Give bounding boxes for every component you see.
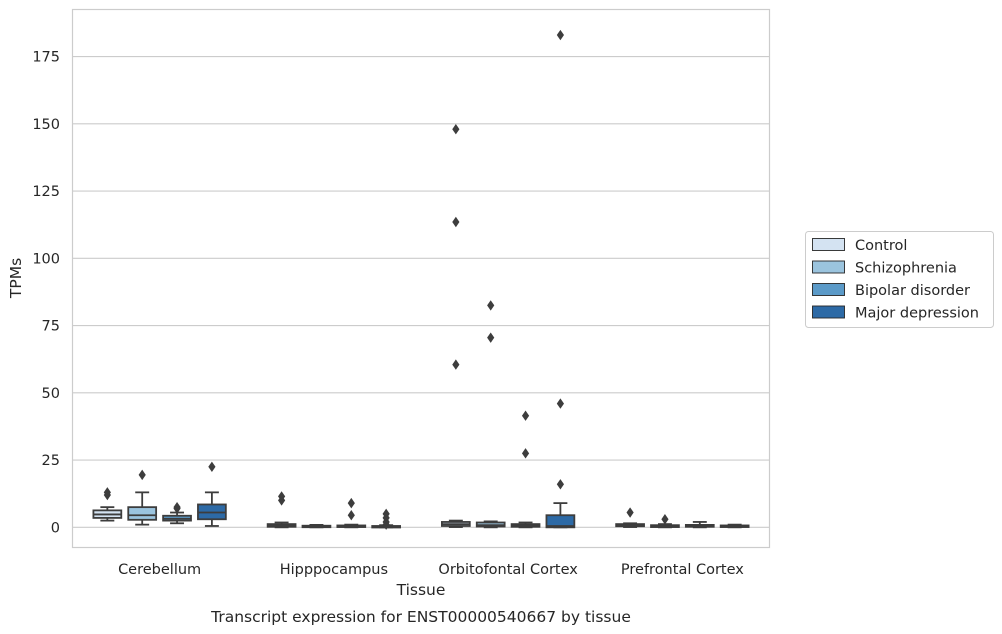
- box-0-2: [162, 501, 192, 525]
- y-tick-label: 0: [51, 520, 60, 536]
- legend-swatch: [812, 260, 845, 274]
- legend-label: Bipolar disorder: [855, 283, 970, 299]
- outlier-point: [661, 514, 669, 525]
- y-axis-title: TPMs: [7, 258, 25, 299]
- y-tick-label: 25: [42, 453, 60, 469]
- box-1-3: [371, 508, 401, 530]
- box-1-1: [301, 524, 332, 529]
- gridlines: [72, 55, 770, 528]
- y-tick-label: 175: [32, 50, 60, 66]
- box-2-1: [475, 300, 506, 529]
- box-1-2: [336, 497, 367, 529]
- outlier-point: [556, 398, 564, 409]
- outlier-point: [556, 29, 564, 41]
- box-2-2: [510, 410, 541, 529]
- outlier-point: [521, 410, 530, 421]
- x-tick-label: Hipppocampus: [280, 562, 388, 578]
- outlier-point: [487, 300, 495, 311]
- outlier-point: [452, 216, 460, 228]
- outlier-point: [452, 124, 460, 135]
- legend-swatch: [812, 283, 845, 296]
- box-3-1: [650, 514, 680, 529]
- box-0-1: [127, 469, 158, 526]
- y-tick-label: 50: [42, 386, 60, 402]
- boxes: [92, 29, 750, 530]
- outlier-point: [173, 501, 181, 513]
- y-tick-labels: 0 25 50 75 100 125 150 175: [32, 50, 60, 537]
- outlier-point: [452, 359, 460, 370]
- box-3-3: [719, 523, 750, 529]
- chart-title: Transcript expression for ENST0000054066…: [210, 608, 631, 626]
- outlier-point: [382, 508, 390, 520]
- outlier-point: [487, 332, 495, 343]
- box-0-0: [92, 487, 123, 522]
- outlier-point: [138, 469, 146, 481]
- y-tick-label: 150: [32, 117, 60, 133]
- x-tick-label: Prefrontal Cortex: [621, 562, 744, 578]
- box-body: [127, 506, 158, 521]
- box-0-3: [197, 461, 227, 527]
- outlier-point: [626, 507, 634, 518]
- y-tick-label: 100: [32, 251, 60, 267]
- y-tick-label: 125: [32, 184, 60, 200]
- box-2-0: [441, 124, 471, 528]
- box-2-3: [545, 29, 576, 529]
- outlier-point: [103, 487, 111, 498]
- x-axis-title: Tissue: [396, 581, 446, 599]
- box-3-0: [615, 507, 645, 528]
- x-tick-label: Cerebellum: [118, 562, 201, 578]
- outlier-point: [208, 461, 216, 472]
- legend-frame: [805, 231, 994, 328]
- outlier-point: [347, 510, 355, 521]
- plot-frame: [71, 8, 771, 549]
- legend-label: Control: [855, 238, 907, 254]
- legend-swatch: [812, 238, 845, 251]
- outlier-point: [521, 448, 530, 459]
- outlier-point: [347, 497, 355, 509]
- legend: Control Schizophrenia Bipolar disorder Majo…: [805, 231, 994, 328]
- x-tick-label: Orbitofontal Cortex: [438, 562, 578, 578]
- x-tick-labels: Cerebellum Hipppocampus Orbitofontal Corte…: [118, 562, 744, 578]
- outlier-point: [278, 491, 286, 502]
- box-1-0: [266, 491, 297, 529]
- outlier-point: [556, 479, 564, 490]
- y-tick-label: 75: [42, 319, 60, 335]
- legend-swatch: [812, 305, 845, 319]
- legend-label: Schizophrenia: [855, 261, 957, 277]
- box-body: [545, 514, 576, 529]
- legend-label: Major depression: [855, 306, 979, 322]
- box-3-2: [684, 521, 715, 529]
